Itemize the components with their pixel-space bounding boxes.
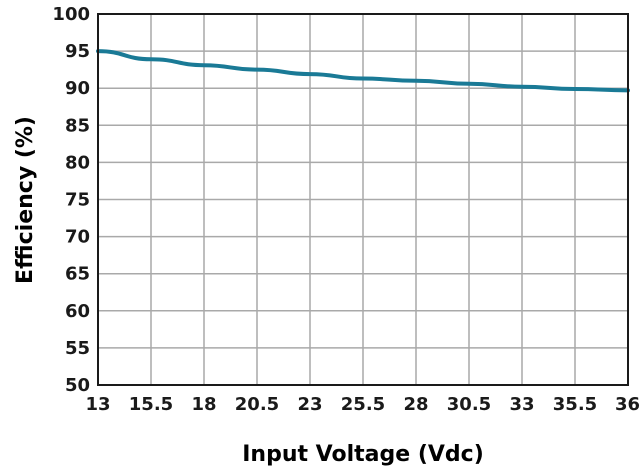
series-layer bbox=[96, 49, 630, 93]
x-tick-label: 13 bbox=[85, 394, 110, 415]
x-tick-label: 33 bbox=[509, 394, 534, 415]
x-tick-label: 36 bbox=[615, 394, 640, 415]
y-tick-label: 60 bbox=[65, 301, 90, 322]
grid-lines bbox=[98, 14, 628, 385]
x-axis-title: Input Voltage (Vdc) bbox=[242, 442, 484, 467]
y-tick-label: 95 bbox=[65, 41, 90, 62]
x-tick-label: 25.5 bbox=[341, 394, 385, 415]
y-tick-label: 100 bbox=[52, 4, 90, 25]
y-axis-title: Efficiency (%) bbox=[13, 116, 38, 284]
y-tick-label: 75 bbox=[65, 190, 90, 211]
x-tick-label: 28 bbox=[403, 394, 428, 415]
x-tick-label: 35.5 bbox=[553, 394, 597, 415]
y-tick-label: 80 bbox=[65, 152, 90, 173]
y-tick-label: 90 bbox=[65, 78, 90, 99]
plot-frame bbox=[97, 13, 629, 386]
y-tick-label: 50 bbox=[65, 375, 90, 396]
efficiency-line bbox=[96, 49, 630, 93]
x-tick-label: 23 bbox=[297, 394, 322, 415]
x-tick-label: 30.5 bbox=[447, 394, 491, 415]
x-tick-label: 20.5 bbox=[235, 394, 279, 415]
x-tick-labels: 13 15.5 18 20.5 23 25.5 28 30.5 33 35.5 36 bbox=[85, 394, 640, 415]
y-tick-label: 85 bbox=[65, 115, 90, 136]
y-tick-label: 70 bbox=[65, 227, 90, 248]
x-tick-label: 15.5 bbox=[129, 394, 173, 415]
y-tick-label: 65 bbox=[65, 264, 90, 285]
x-tick-label: 18 bbox=[191, 394, 216, 415]
y-tick-label: 55 bbox=[65, 338, 90, 359]
y-tick-labels: 50 55 60 65 70 75 80 85 90 95 100 bbox=[52, 4, 90, 396]
